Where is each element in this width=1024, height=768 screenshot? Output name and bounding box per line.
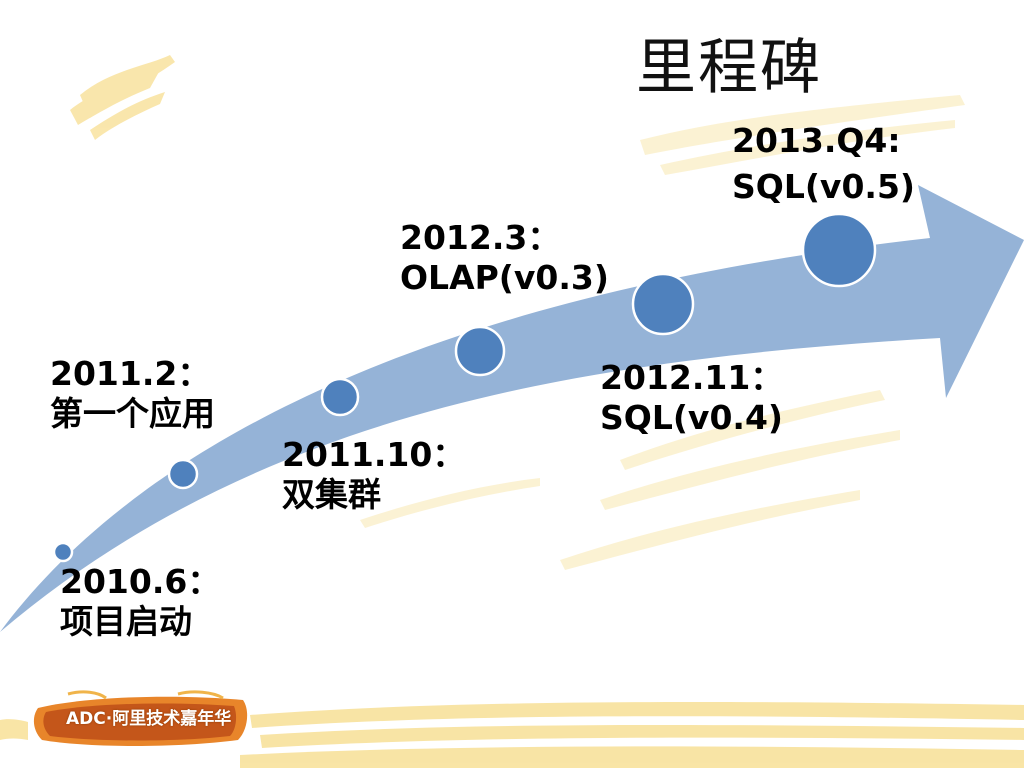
milestone-label-2012-3: 2012.3： OLAP(v0.3) (400, 218, 609, 298)
milestone-label-2011-2: 2011.2： 第一个应用 (50, 354, 215, 434)
milestone-date: 2011.2： (50, 354, 211, 393)
milestone-dot-2013-q4 (801, 212, 877, 288)
milestone-dot-2011-10 (320, 377, 360, 417)
milestone-label-2011-10: 2011.10： 双集群 (282, 435, 465, 515)
milestone-date: 2013.Q4: (732, 121, 901, 160)
logo-badge-shape (33, 690, 248, 746)
milestone-desc: OLAP(v0.3) (400, 258, 609, 297)
milestone-dot-2012-3 (454, 325, 506, 377)
milestone-label-2010-6: 2010.6： 项目启动 (60, 562, 220, 642)
milestone-label-2012-11: 2012.11： SQL(v0.4) (600, 358, 783, 438)
milestone-dot-2012-11 (631, 272, 695, 336)
milestone-label-2013-q4: 2013.Q4: SQL(v0.5) (732, 118, 915, 210)
brush-stroke-bottom (0, 702, 1024, 768)
milestone-date: 2010.6： (60, 562, 221, 601)
milestone-desc: 第一个应用 (50, 394, 215, 433)
milestone-desc: 双集群 (282, 475, 381, 514)
milestone-dot-2010-6 (52, 541, 74, 563)
milestone-dot-2011-2 (167, 458, 199, 490)
milestone-desc: SQL(v0.5) (732, 167, 915, 206)
slide-title: 里程碑 (636, 33, 822, 103)
milestone-date: 2012.11： (600, 358, 784, 397)
brush-stroke-decoration-right (360, 95, 965, 570)
brush-stroke-decoration (70, 55, 175, 140)
milestone-desc: 项目启动 (60, 602, 192, 641)
adc-logo: ADC·阿里技术嘉年华 (28, 690, 254, 752)
milestone-date: 2012.3： (400, 218, 561, 257)
timeline-arrow (0, 185, 1024, 632)
milestone-desc: SQL(v0.4) (600, 398, 783, 437)
milestone-date: 2011.10： (282, 435, 466, 474)
logo-text: ADC·阿里技术嘉年华 (66, 709, 232, 729)
